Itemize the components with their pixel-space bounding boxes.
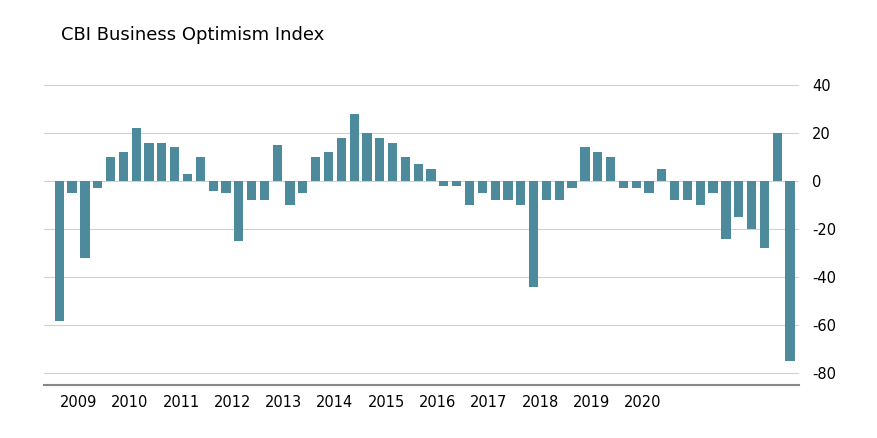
Bar (426, 169, 435, 181)
Bar (746, 181, 755, 229)
Bar (349, 114, 359, 181)
Bar (669, 181, 679, 200)
Bar (336, 138, 346, 181)
Bar (541, 181, 551, 200)
Bar (529, 181, 538, 287)
Bar (132, 128, 140, 181)
Bar (221, 181, 231, 193)
Bar (657, 169, 666, 181)
Bar (554, 181, 563, 200)
Bar (593, 152, 602, 181)
Bar (170, 148, 179, 181)
Bar (708, 181, 717, 193)
Bar (644, 181, 652, 193)
Bar (234, 181, 243, 241)
Bar (106, 157, 115, 181)
Bar (785, 181, 794, 361)
Bar (93, 181, 103, 188)
Bar (285, 181, 295, 205)
Bar (490, 181, 499, 200)
Bar (208, 181, 217, 191)
Bar (196, 157, 204, 181)
Bar (759, 181, 768, 248)
Bar (733, 181, 743, 217)
Bar (413, 164, 423, 181)
Bar (324, 152, 332, 181)
Bar (310, 157, 320, 181)
Bar (68, 181, 76, 193)
Bar (721, 181, 730, 239)
Bar (400, 157, 410, 181)
Bar (182, 174, 192, 181)
Bar (631, 181, 640, 188)
Bar (144, 143, 153, 181)
Bar (374, 138, 384, 181)
Bar (618, 181, 627, 188)
Text: CBI Business Optimism Index: CBI Business Optimism Index (61, 26, 324, 44)
Bar (516, 181, 524, 205)
Bar (80, 181, 89, 258)
Bar (567, 181, 576, 188)
Bar (438, 181, 448, 186)
Bar (272, 145, 282, 181)
Bar (157, 143, 167, 181)
Bar (477, 181, 487, 193)
Bar (452, 181, 460, 186)
Bar (298, 181, 307, 193)
Bar (682, 181, 691, 200)
Bar (772, 133, 781, 181)
Bar (580, 148, 588, 181)
Bar (695, 181, 704, 205)
Bar (54, 181, 64, 321)
Bar (246, 181, 256, 200)
Bar (260, 181, 268, 200)
Bar (362, 133, 371, 181)
Bar (464, 181, 474, 205)
Bar (503, 181, 512, 200)
Bar (118, 152, 128, 181)
Bar (388, 143, 396, 181)
Bar (605, 157, 615, 181)
